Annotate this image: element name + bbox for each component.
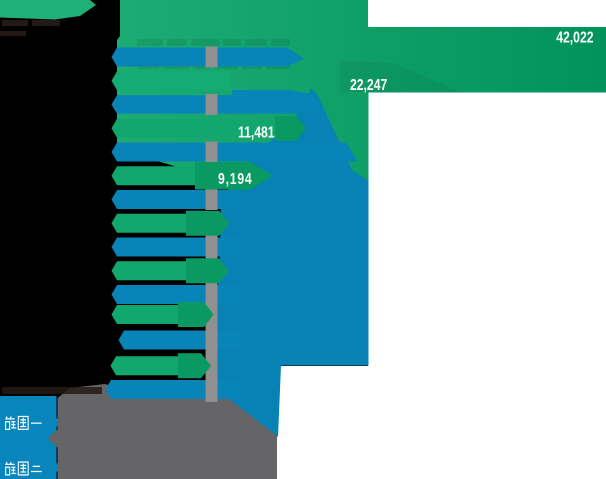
svg-text:22,247: 22,247 — [350, 76, 387, 94]
svg-text:11,481: 11,481 — [238, 123, 275, 141]
svg-text:9,194: 9,194 — [218, 169, 252, 187]
svg-text:42,022: 42,022 — [556, 28, 593, 46]
